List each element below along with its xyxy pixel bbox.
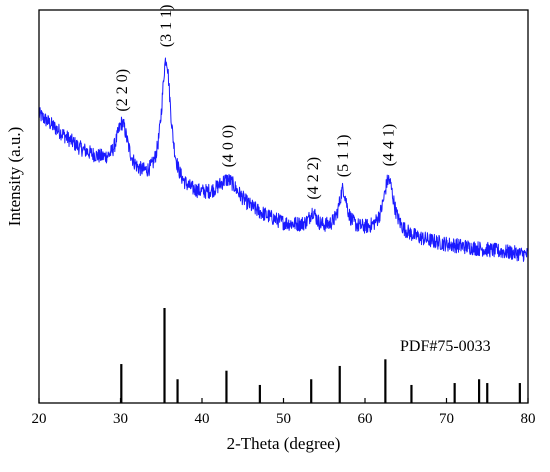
x-tick-label: 30 xyxy=(113,411,128,427)
x-tick-label: 80 xyxy=(521,411,536,427)
peak-label: (2 2 0) xyxy=(114,69,131,112)
x-tick-label: 40 xyxy=(195,411,210,427)
plot-area: 20 30 40 50 60 70 80 (2 2 0) (3 1 1) (4 0 0) (4 2… xyxy=(32,5,536,427)
peak-label: (4 2 2) xyxy=(305,157,322,200)
peak-label: (4 0 0) xyxy=(220,125,237,168)
peak-label: (5 1 1) xyxy=(335,135,352,178)
peak-label: (3 1 1) xyxy=(158,5,175,48)
x-tick-label: 70 xyxy=(439,411,454,427)
y-axis-label: Intensity (a.u.) xyxy=(5,127,24,227)
peak-label: (4 4 1) xyxy=(381,124,398,167)
x-axis-ticks: 20 30 40 50 60 70 80 xyxy=(32,398,536,427)
x-tick-label: 20 xyxy=(32,411,47,427)
x-tick-label: 60 xyxy=(358,411,373,427)
peak-labels: (2 2 0) (3 1 1) (4 0 0) (4 2 2) (5 1 1) (4 4 … xyxy=(114,5,398,200)
reference-card-label: PDF#75-0033 xyxy=(400,338,491,355)
xrd-pattern-line xyxy=(38,57,529,262)
x-axis-label: 2-Theta (degree) xyxy=(227,434,341,453)
reference-lines xyxy=(120,308,521,403)
x-tick-label: 50 xyxy=(276,411,291,427)
